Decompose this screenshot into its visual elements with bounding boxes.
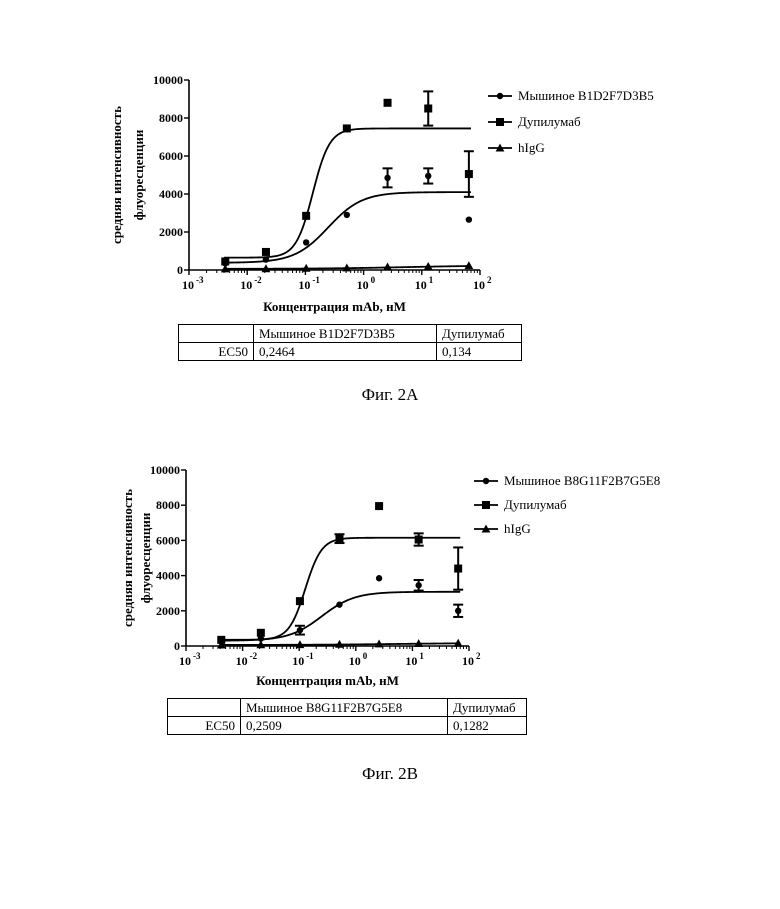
legend-marker (497, 93, 503, 99)
y-axis-title-line2: флуоресценции (138, 512, 153, 603)
x-tick-label: 10-1 (292, 651, 314, 668)
ec50-value-mouse: 0,2509 (241, 717, 448, 735)
ec50-table-2b: Мышиное B8G11F2B7G5E8 Дупилумаб EC50 0,2… (167, 698, 527, 735)
legend-label: Дупилумаб (504, 497, 567, 512)
ec50-table-corner (168, 699, 241, 717)
y-tick-label: 10000 (150, 463, 180, 477)
x-tick-label: 10-1 (298, 275, 320, 292)
x-tick-label: 10-3 (182, 275, 204, 292)
ec50-col-dupilumab: Дупилумаб (437, 325, 522, 343)
figure-caption-2b: Фиг. 2B (0, 764, 780, 784)
y-tick-label: 8000 (159, 111, 183, 125)
legend-marker (496, 118, 504, 126)
legend-entry: Дупилумаб (488, 114, 581, 129)
data-point (262, 248, 270, 256)
data-point (415, 536, 423, 544)
ec50-row-label: EC50 (179, 343, 254, 361)
fit-curve (220, 592, 460, 641)
y-tick-label: 10000 (153, 73, 183, 87)
y-tick-label: 0 (174, 639, 180, 653)
y-tick-label: 4000 (156, 569, 180, 583)
series-circle (222, 168, 472, 266)
ec50-table-row: EC50 0,2509 0,1282 (168, 717, 527, 735)
ec50-row-label: EC50 (168, 717, 241, 735)
legend-label: Дупилумаб (518, 114, 581, 129)
legend-label: Мышиное B1D2F7D3B5 (518, 88, 654, 103)
fit-curve (224, 192, 471, 263)
x-tick-label: 10-2 (236, 651, 258, 668)
y-axis-title-line2: флуоресценции (131, 129, 146, 220)
data-point (383, 263, 392, 271)
data-point (257, 629, 265, 637)
data-point (375, 502, 383, 510)
x-tick-label: 10-3 (179, 651, 201, 668)
x-tick-label: 10-2 (240, 275, 262, 292)
data-point (384, 99, 392, 107)
data-point (465, 170, 473, 178)
data-point (425, 173, 431, 179)
ec50-table-corner (179, 325, 254, 343)
data-point (302, 212, 310, 220)
y-tick-label: 6000 (156, 533, 180, 547)
legend-label: hIgG (518, 140, 545, 155)
data-point (384, 175, 390, 181)
y-tick-label: 6000 (159, 149, 183, 163)
ec50-value-mouse: 0,2464 (254, 343, 437, 361)
x-axis-title: Концентрация mAb, нМ (256, 673, 399, 688)
legend-entry: hIgG (474, 521, 531, 536)
x-tick-label: 100 (349, 651, 368, 668)
legend-entry: Мышиное B1D2F7D3B5 (488, 88, 654, 103)
data-point (376, 575, 382, 581)
y-tick-label: 2000 (159, 225, 183, 239)
ec50-col-mouse: Мышиное B1D2F7D3B5 (254, 325, 437, 343)
ec50-value-dupilumab: 0,1282 (448, 717, 527, 735)
legend-label: Мышиное B8G11F2B7G5E8 (504, 473, 660, 488)
x-axis-title: Концентрация mAb, нМ (263, 299, 406, 314)
y-axis-title-line1: средняя интенсивность (109, 106, 124, 244)
data-point (297, 627, 303, 633)
ec50-table-header: Мышиное B8G11F2B7G5E8 Дупилумаб (168, 699, 527, 717)
ec50-col-dupilumab: Дупилумаб (448, 699, 527, 717)
chart-fig-2a: 0 2000 4000 6000 8000 10000 10-3 10-2 10-1 100 101… (0, 0, 780, 380)
x-tick-label: 101 (415, 275, 434, 292)
series-square (221, 91, 474, 265)
ec50-table-2a: Мышиное B1D2F7D3B5 Дупилумаб EC50 0,2464… (178, 324, 522, 361)
data-point (221, 257, 229, 265)
y-tick-label: 2000 (156, 604, 180, 618)
legend-label: hIgG (504, 521, 531, 536)
legend-entry: Дупилумаб (474, 497, 567, 512)
y-tick-label: 0 (177, 263, 183, 277)
legend-marker (483, 478, 489, 484)
chart-fig-2b: 0 2000 4000 6000 8000 10000 10-3 10-2 10-1 100 101… (0, 400, 780, 700)
x-tick-label: 100 (357, 275, 376, 292)
series-circle (218, 575, 463, 645)
series-square (217, 502, 463, 644)
data-point (336, 601, 342, 607)
y-tick-label: 8000 (156, 498, 180, 512)
data-point (343, 124, 351, 132)
data-point (466, 216, 472, 222)
data-point (454, 565, 462, 573)
data-point (415, 582, 421, 588)
legend-entry: hIgG (488, 140, 545, 155)
y-axis-title-line1: средняя интенсивность (120, 489, 135, 627)
ec50-value-dupilumab: 0,134 (437, 343, 522, 361)
y-tick-label: 4000 (159, 187, 183, 201)
data-point (424, 105, 432, 113)
data-point (303, 239, 309, 245)
data-point (296, 597, 304, 605)
data-point (344, 212, 350, 218)
data-point (455, 608, 461, 614)
fit-curve (220, 538, 460, 640)
x-tick-label: 102 (473, 275, 492, 292)
legend-marker (482, 501, 490, 509)
ec50-col-mouse: Мышиное B8G11F2B7G5E8 (241, 699, 448, 717)
legend-entry: Мышиное B8G11F2B7G5E8 (474, 473, 660, 488)
ec50-table-row: EC50 0,2464 0,134 (179, 343, 522, 361)
ec50-table-header: Мышиное B1D2F7D3B5 Дупилумаб (179, 325, 522, 343)
data-point (335, 535, 343, 543)
x-tick-label: 101 (405, 651, 424, 668)
x-tick-label: 102 (462, 651, 481, 668)
